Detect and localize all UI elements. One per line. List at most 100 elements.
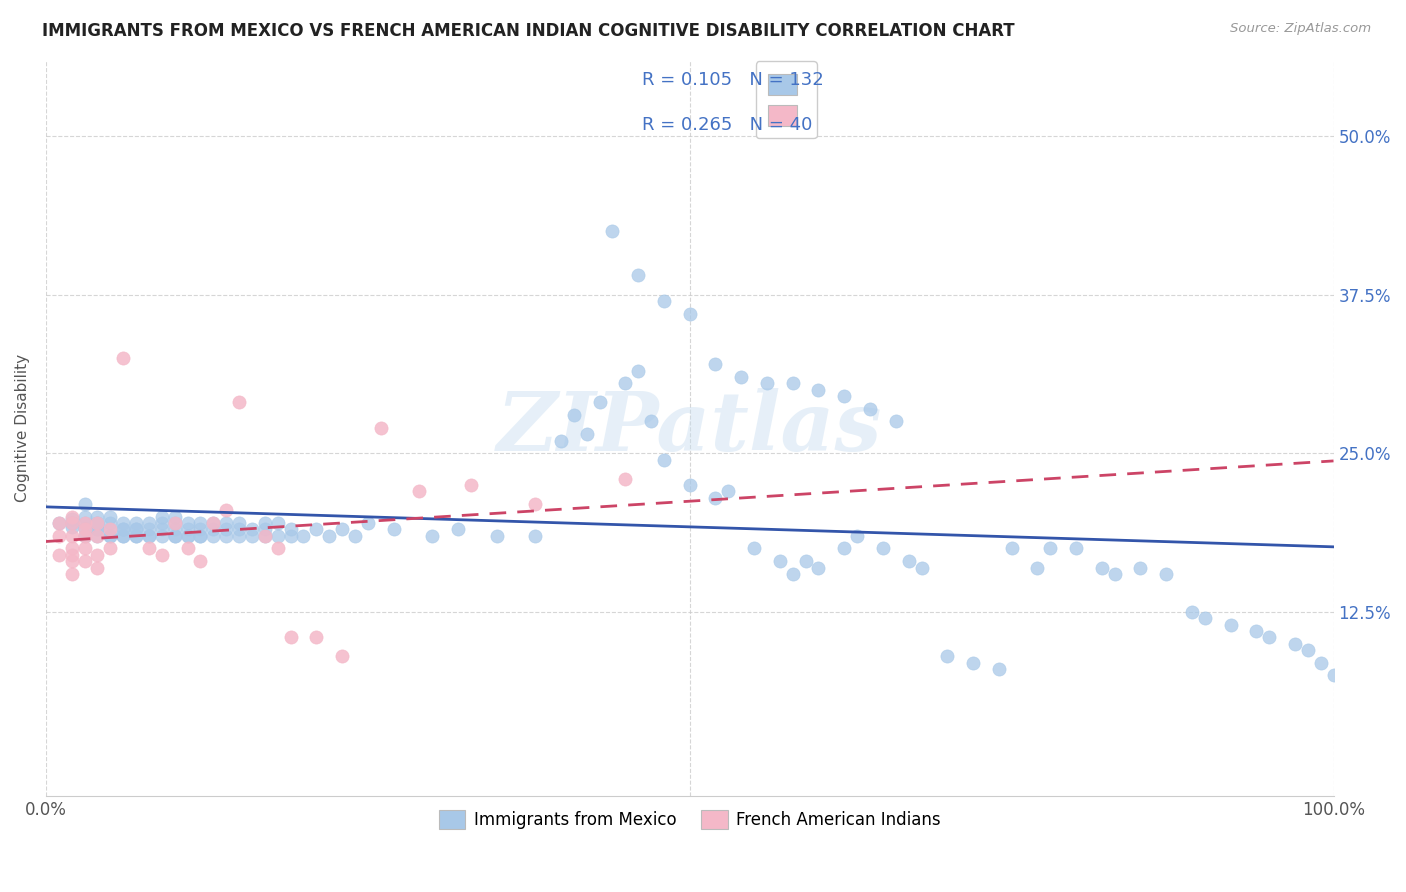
- Point: [292, 529, 315, 543]
- Point: [1219, 617, 1241, 632]
- Point: [447, 523, 470, 537]
- Point: [86, 529, 108, 543]
- Point: [652, 452, 675, 467]
- Point: [86, 523, 108, 537]
- Point: [884, 415, 907, 429]
- Point: [897, 554, 920, 568]
- Point: [60, 529, 83, 543]
- Point: [228, 395, 250, 409]
- Point: [330, 523, 353, 537]
- Point: [163, 516, 186, 530]
- Point: [562, 408, 585, 422]
- Point: [267, 541, 290, 556]
- Point: [614, 376, 637, 391]
- Point: [98, 529, 121, 543]
- Point: [176, 529, 198, 543]
- Point: [60, 520, 83, 534]
- Point: [318, 529, 340, 543]
- Point: [704, 491, 727, 505]
- Point: [73, 516, 96, 530]
- Point: [202, 516, 225, 530]
- Point: [86, 560, 108, 574]
- Point: [679, 307, 702, 321]
- Point: [832, 541, 855, 556]
- Point: [202, 516, 225, 530]
- Point: [190, 529, 212, 543]
- Point: [48, 548, 70, 562]
- Point: [936, 649, 959, 664]
- Point: [150, 509, 173, 524]
- Point: [176, 516, 198, 530]
- Point: [807, 560, 830, 574]
- Point: [280, 631, 302, 645]
- Point: [163, 509, 186, 524]
- Point: [859, 401, 882, 416]
- Legend: Immigrants from Mexico, French American Indians: Immigrants from Mexico, French American …: [432, 803, 948, 836]
- Point: [138, 529, 160, 543]
- Point: [280, 523, 302, 537]
- Point: [1064, 541, 1087, 556]
- Point: [614, 472, 637, 486]
- Point: [73, 523, 96, 537]
- Point: [370, 421, 392, 435]
- Text: IMMIGRANTS FROM MEXICO VS FRENCH AMERICAN INDIAN COGNITIVE DISABILITY CORRELATIO: IMMIGRANTS FROM MEXICO VS FRENCH AMERICA…: [42, 22, 1015, 40]
- Point: [742, 541, 765, 556]
- Point: [228, 523, 250, 537]
- Point: [150, 523, 173, 537]
- Point: [98, 523, 121, 537]
- Point: [150, 516, 173, 530]
- Point: [215, 503, 238, 517]
- Point: [98, 509, 121, 524]
- Point: [627, 268, 650, 283]
- Point: [112, 529, 135, 543]
- Point: [280, 529, 302, 543]
- Point: [125, 529, 148, 543]
- Point: [253, 516, 276, 530]
- Point: [267, 529, 290, 543]
- Point: [987, 662, 1010, 676]
- Point: [1129, 560, 1152, 574]
- Point: [382, 523, 405, 537]
- Point: [112, 523, 135, 537]
- Point: [782, 376, 804, 391]
- Point: [112, 529, 135, 543]
- Point: [794, 554, 817, 568]
- Y-axis label: Cognitive Disability: Cognitive Disability: [15, 354, 30, 502]
- Point: [190, 529, 212, 543]
- Point: [1284, 637, 1306, 651]
- Point: [524, 529, 547, 543]
- Point: [190, 554, 212, 568]
- Text: ZIPatlas: ZIPatlas: [496, 388, 883, 467]
- Point: [228, 529, 250, 543]
- Point: [190, 523, 212, 537]
- Point: [125, 529, 148, 543]
- Point: [73, 516, 96, 530]
- Point: [640, 415, 662, 429]
- Point: [60, 516, 83, 530]
- Point: [60, 566, 83, 581]
- Point: [176, 523, 198, 537]
- Point: [240, 529, 263, 543]
- Point: [730, 370, 752, 384]
- Point: [872, 541, 894, 556]
- Point: [652, 293, 675, 308]
- Point: [408, 484, 430, 499]
- Point: [112, 523, 135, 537]
- Point: [1322, 668, 1344, 682]
- Point: [343, 529, 366, 543]
- Point: [215, 516, 238, 530]
- Text: R = 0.105   N = 132: R = 0.105 N = 132: [643, 71, 824, 89]
- Point: [150, 548, 173, 562]
- Point: [202, 529, 225, 543]
- Point: [73, 541, 96, 556]
- Point: [704, 357, 727, 371]
- Point: [1309, 656, 1331, 670]
- Point: [910, 560, 932, 574]
- Point: [98, 541, 121, 556]
- Point: [73, 529, 96, 543]
- Point: [125, 523, 148, 537]
- Point: [60, 541, 83, 556]
- Point: [679, 478, 702, 492]
- Point: [460, 478, 482, 492]
- Point: [524, 497, 547, 511]
